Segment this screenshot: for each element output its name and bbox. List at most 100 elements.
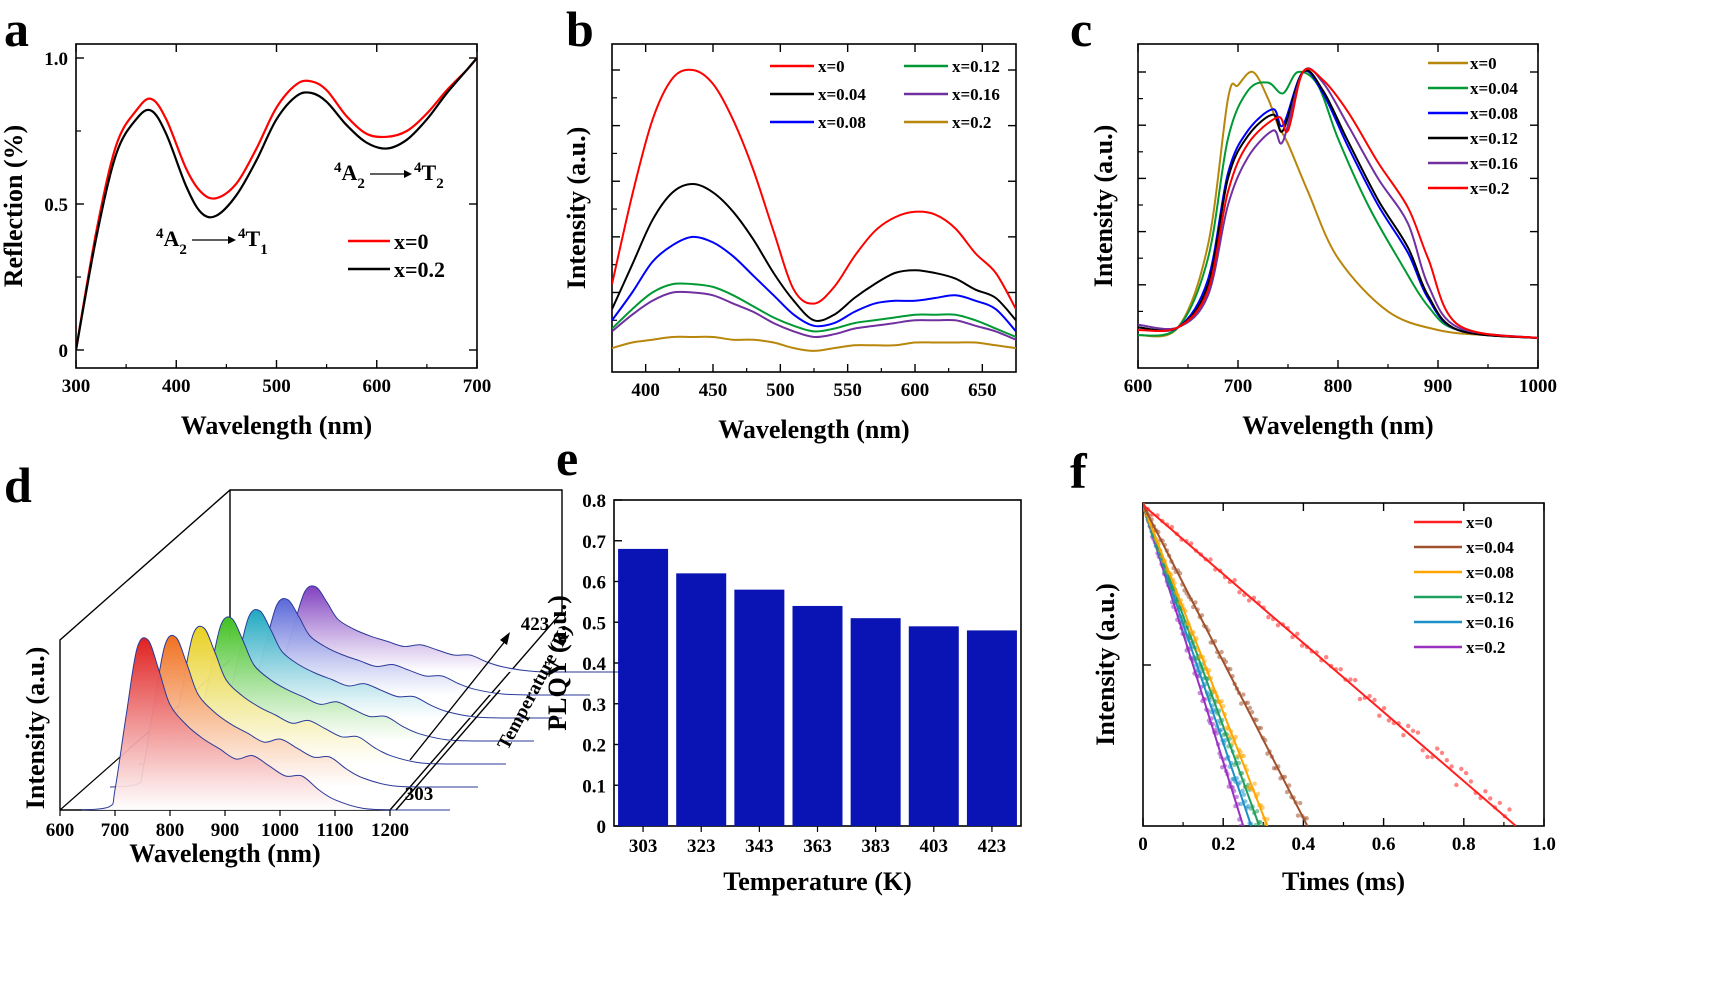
panel-d-ztick-label: 303: [405, 784, 434, 805]
panel-f-legend-label: x=0.16: [1466, 613, 1514, 632]
ann-arrow-prefix: 4: [414, 160, 422, 176]
panel-f-point-x=0: [1415, 730, 1421, 735]
panel-f: f 0 0.2 0.4 0.6 0.8 1.0 x=0 x=0.04 x=0.08 x=0.12 x=…: [1070, 443, 1556, 896]
panel-c-xtick-label: 800: [1324, 376, 1353, 397]
panel-d-curve-303: [81, 637, 391, 811]
panel-f-point-x=0.04: [1241, 692, 1246, 697]
panel-a-frame: [75, 43, 478, 369]
panel-f-xlabel: Times (ms): [1282, 867, 1405, 896]
panel-f-xtick-label: 0: [1138, 834, 1148, 855]
panel-f-point-x=0.04: [1219, 649, 1224, 655]
panel-e: e 0 0.1 0.2 0.3 0.4 0.5 0.6 0.7 0.8 303 323 343 363 38…: [543, 430, 1022, 896]
panel-f-point-x=0.08: [1255, 791, 1261, 797]
panel-e-ylabel: PLQY (a.u.): [543, 595, 572, 731]
panel-b-series-x=0.12: [612, 282, 1016, 338]
panel-f-point-x=0: [1290, 634, 1295, 640]
panel-f-point-x=0: [1232, 578, 1237, 583]
panel-d-xtick-label: 1000: [261, 820, 299, 841]
ann-sub: 2: [179, 242, 187, 258]
panel-e-xtick-label: 323: [687, 836, 716, 857]
panel-f-point-x=0.12: [1253, 823, 1258, 826]
panel-e-ytick-label: 0.6: [582, 573, 606, 594]
panel-e-bar-303: [618, 548, 669, 826]
panel-b-xtick-label: 650: [968, 380, 997, 401]
panel-a: a 300 400 500 600 700 0 0.5 1.0 Wavelength (nm) Re…: [0, 1, 491, 440]
panel-f-point-x=0: [1324, 655, 1329, 660]
panel-f-point-x=0: [1483, 789, 1488, 794]
panel-f-legend-label: x=0.12: [1466, 588, 1514, 607]
panel-a-transition-arrowhead: [404, 170, 412, 178]
panel-a-xtick-label: 300: [62, 376, 91, 397]
panel-e-bar-383: [850, 618, 901, 826]
panel-c-legend-label: x=0: [1470, 54, 1497, 73]
panel-f-point-x=0: [1275, 623, 1281, 628]
panel-f-fit-x=0.04: [1143, 504, 1309, 826]
panel-b-xlabel: Wavelength (nm): [718, 415, 909, 444]
panel-label-b: b: [566, 1, 594, 57]
panel-d-xtick-label: 1200: [371, 820, 409, 841]
panel-f-point-x=0.04: [1245, 700, 1251, 705]
panel-a-legend-label: x=0: [394, 229, 429, 254]
panel-c-ylabel: Intensity (a.u.): [1089, 125, 1118, 288]
panel-f-point-x=0.04: [1298, 800, 1303, 806]
panel-c: c 600 700 800 900 1000 Wavelength (nm) Intensit…: [1070, 1, 1557, 440]
panel-f-point-x=0: [1381, 706, 1387, 711]
panel-f-legend-label: x=0.04: [1466, 538, 1514, 557]
panel-e-xlabel: Temperature (K): [723, 867, 911, 896]
panel-f-point-x=0.16: [1241, 792, 1247, 797]
ann-prefix: 4: [334, 160, 342, 176]
panel-b-legend-label: x=0.16: [952, 85, 1000, 104]
panel-b-legend-label: x=0.08: [818, 113, 866, 132]
panel-f-point-x=0: [1377, 713, 1382, 718]
panel-e-bar-403: [908, 626, 959, 826]
panel-f-point-x=0: [1459, 766, 1464, 772]
panel-f-point-x=0: [1348, 677, 1353, 682]
panel-f-point-x=0: [1401, 733, 1406, 738]
panel-f-point-x=0: [1454, 782, 1459, 788]
panel-f-point-x=0: [1386, 718, 1392, 723]
panel-a-transition-target: 4T2: [414, 160, 444, 192]
panel-e-xtick-label: 423: [978, 836, 1007, 857]
panel-f-point-x=0: [1143, 503, 1146, 506]
panel-b-series-x=0.08: [612, 235, 1016, 333]
panel-f-point-x=0.08: [1235, 754, 1240, 759]
panel-f-point-x=0: [1497, 800, 1503, 806]
panel-f-fit-x=0.16: [1143, 504, 1253, 826]
panel-a-series-x=0: [76, 57, 477, 351]
panel-label-e: e: [556, 430, 578, 486]
panel-e-xtick-label: 343: [745, 836, 774, 857]
panel-d-floor-right: [389, 611, 563, 811]
panel-e-xtick-label: 383: [861, 836, 890, 857]
panel-e-bar-423: [966, 630, 1017, 826]
panel-a-transition-arrowhead: [228, 236, 236, 244]
panel-e-ytick-label: 0.1: [582, 776, 606, 797]
panel-a-xlabel: Wavelength (nm): [181, 411, 372, 440]
panel-f-point-x=0.16: [1246, 803, 1251, 809]
panel-a-transition-target: 4T1: [238, 226, 268, 258]
panel-b-legend-label: x=0.04: [818, 85, 866, 104]
panel-a-ytick-label: 1.0: [44, 49, 68, 70]
panel-a-xtick-label: 400: [162, 376, 191, 397]
panel-a-xtick-label: 600: [363, 376, 392, 397]
panel-f-point-x=0: [1266, 615, 1271, 620]
panel-f-point-x=0.04: [1228, 667, 1233, 672]
panel-a-transition-label: 4A2: [156, 226, 187, 258]
panel-f-point-x=0: [1237, 590, 1242, 595]
panel-c-xtick-label: 600: [1124, 376, 1153, 397]
panel-f-point-x=0.08: [1241, 753, 1246, 759]
panel-f-point-x=0: [1439, 750, 1445, 756]
panel-d-xtick-label: 1100: [317, 820, 354, 841]
panel-f-point-x=0: [1449, 764, 1454, 769]
panel-f-point-x=0.2: [1234, 794, 1239, 800]
panel-f-point-x=0.04: [1258, 725, 1264, 731]
panel-f-point-x=0: [1367, 693, 1372, 699]
panel-f-fit-x=0.08: [1143, 504, 1269, 826]
panel-f-point-x=0: [1372, 697, 1377, 703]
panel-a-ytick-label: 0: [59, 341, 69, 362]
panel-f-point-x=0.2: [1214, 731, 1220, 736]
panel-e-ytick-label: 0.7: [582, 532, 606, 553]
panel-b-xtick-label: 550: [833, 380, 862, 401]
panel-c-xtick-label: 900: [1424, 376, 1453, 397]
panel-label-f: f: [1070, 443, 1088, 499]
